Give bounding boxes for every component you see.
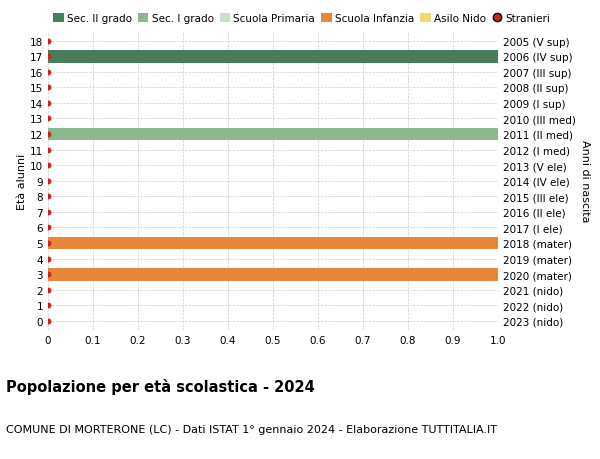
Point bbox=[43, 318, 53, 325]
Point bbox=[43, 100, 53, 107]
Bar bbox=[48, 237, 498, 250]
Legend: Sec. II grado, Sec. I grado, Scuola Primaria, Scuola Infanzia, Asilo Nido, Stran: Sec. II grado, Sec. I grado, Scuola Prim… bbox=[53, 14, 551, 24]
Point bbox=[43, 255, 53, 263]
Bar bbox=[48, 129, 498, 141]
Point bbox=[43, 162, 53, 169]
Point bbox=[43, 38, 53, 45]
Point bbox=[43, 131, 53, 138]
Text: Popolazione per età scolastica - 2024: Popolazione per età scolastica - 2024 bbox=[6, 379, 315, 395]
Point bbox=[43, 178, 53, 185]
Point bbox=[43, 84, 53, 92]
Point bbox=[43, 224, 53, 232]
Point bbox=[43, 53, 53, 61]
Point bbox=[43, 271, 53, 278]
Point bbox=[43, 146, 53, 154]
Point bbox=[43, 240, 53, 247]
Point bbox=[43, 69, 53, 76]
Point bbox=[43, 209, 53, 216]
Text: COMUNE DI MORTERONE (LC) - Dati ISTAT 1° gennaio 2024 - Elaborazione TUTTITALIA.: COMUNE DI MORTERONE (LC) - Dati ISTAT 1°… bbox=[6, 425, 497, 435]
Y-axis label: Anni di nascita: Anni di nascita bbox=[580, 140, 590, 223]
Point bbox=[43, 116, 53, 123]
Point bbox=[43, 286, 53, 294]
Bar bbox=[48, 50, 498, 63]
Point bbox=[43, 302, 53, 309]
Point bbox=[43, 193, 53, 201]
Y-axis label: Età alunni: Età alunni bbox=[17, 153, 27, 209]
Bar bbox=[48, 268, 498, 281]
